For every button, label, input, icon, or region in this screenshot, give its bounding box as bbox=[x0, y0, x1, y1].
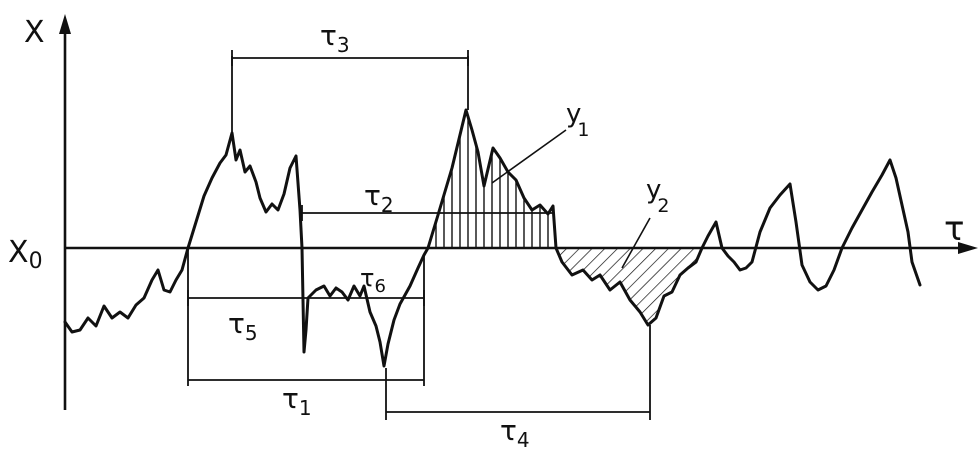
tau6-label: τ6 bbox=[360, 264, 386, 297]
vertical-axis-label: X bbox=[24, 15, 45, 50]
baseline-axis-arrowhead bbox=[958, 242, 978, 254]
tau4-label: τ4 bbox=[500, 414, 530, 450]
y1-leader-line bbox=[491, 129, 567, 184]
y2-hatched-area bbox=[556, 248, 702, 325]
vertical-axis-arrowhead bbox=[59, 14, 71, 34]
tau4-dimension bbox=[385, 325, 651, 420]
y2-leader-line bbox=[621, 217, 651, 269]
tau2-label: τ2 bbox=[364, 179, 394, 217]
baseline-label: X0 bbox=[8, 235, 43, 274]
tau5-label: τ5 bbox=[228, 307, 258, 345]
tau3-dimension bbox=[231, 50, 469, 133]
tau1-label: τ1 bbox=[282, 382, 312, 420]
tau5-dimension bbox=[187, 290, 425, 306]
horizontal-axis-label: τ bbox=[944, 209, 964, 249]
tau2-dimension bbox=[301, 205, 554, 221]
signal-curve bbox=[63, 108, 922, 368]
tau1-dimension bbox=[187, 248, 425, 386]
tau3-label: τ3 bbox=[320, 19, 350, 57]
